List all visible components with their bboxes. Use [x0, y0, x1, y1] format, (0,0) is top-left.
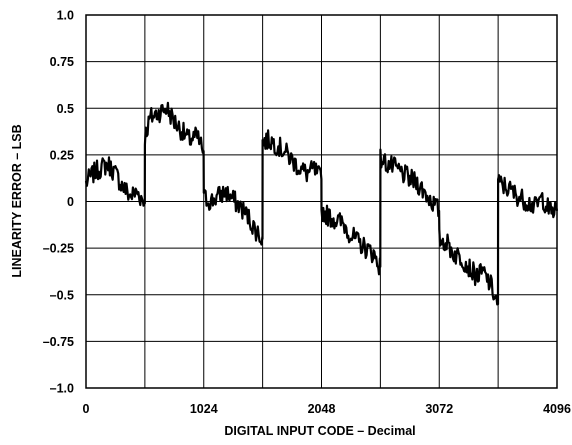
y-tick-labels: –1.0 –0.75 –0.5 –0.25 0 0.25 0.5 0.75 1.0	[43, 9, 74, 396]
y-tick-label: –1.0	[50, 382, 74, 396]
y-tick-label: 0.75	[50, 55, 74, 69]
series-line	[84, 101, 559, 306]
y-axis-label: LINEARITY ERROR – LSB	[10, 124, 24, 277]
y-tick-label: 0.25	[50, 148, 74, 162]
y-tick-label: –0.75	[43, 335, 74, 349]
y-tick-label: 0.5	[57, 102, 74, 116]
x-tick-label: 2048	[308, 402, 336, 416]
x-axis-label: DIGITAL INPUT CODE – Decimal	[224, 424, 415, 438]
plot-frame	[85, 14, 558, 389]
y-tick-label: –0.5	[50, 288, 74, 302]
y-tick-label: –0.25	[43, 242, 74, 256]
x-tick-label: 4096	[543, 402, 571, 416]
x-tick-label: 3072	[425, 402, 453, 416]
y-tick-label: 0	[67, 195, 74, 209]
x-tick-labels: 0 1024 2048 3072 4096	[83, 402, 571, 416]
y-tick-label: 1.0	[57, 9, 74, 23]
x-tick-label: 1024	[190, 402, 218, 416]
series-layer	[84, 101, 559, 306]
x-tick-label: 0	[83, 402, 90, 416]
